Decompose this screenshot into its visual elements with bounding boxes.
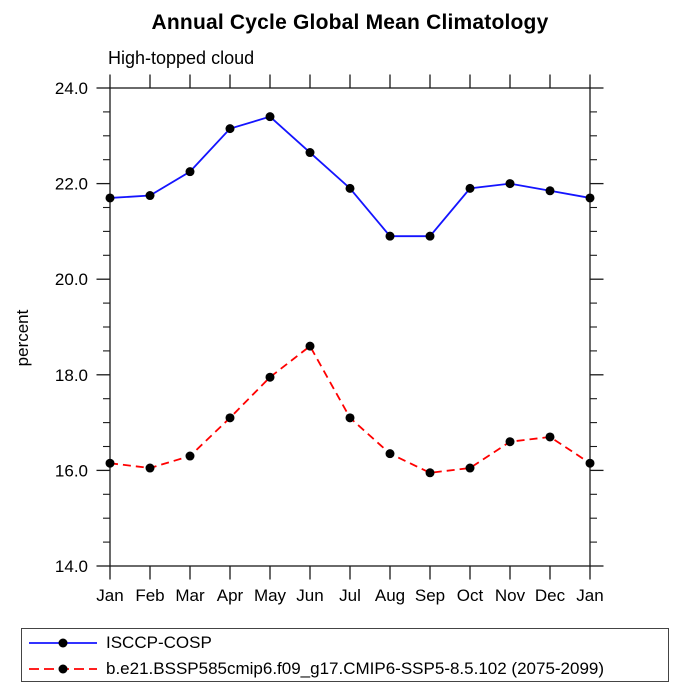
x-tick-label: Nov: [495, 586, 526, 605]
legend-marker-dot-icon: [58, 664, 68, 674]
data-point-marker: [305, 341, 315, 351]
x-tick-label: Jan: [576, 586, 603, 605]
data-point-marker: [265, 372, 275, 382]
legend-sample-solid-blue-line: [29, 638, 97, 648]
x-tick-label: Jan: [96, 586, 123, 605]
data-point-marker: [425, 468, 435, 478]
legend-label: ISCCP-COSP: [106, 633, 212, 652]
data-point-marker: [545, 432, 555, 442]
data-point-marker: [585, 458, 595, 468]
x-tick-label: Jul: [339, 586, 361, 605]
x-tick-label: Mar: [175, 586, 205, 605]
x-tick-label: Aug: [375, 586, 405, 605]
x-tick-label: May: [254, 586, 287, 605]
data-point-marker: [265, 112, 275, 122]
data-point-marker: [105, 193, 115, 203]
chart-title: Annual Cycle Global Mean Climatology: [151, 11, 549, 34]
data-point-marker: [305, 148, 315, 158]
data-point-marker: [425, 231, 435, 241]
data-point-marker: [465, 183, 475, 193]
data-point-marker: [505, 437, 515, 447]
data-point-marker: [105, 458, 115, 468]
legend-sample-dashed-red-line: [29, 664, 97, 674]
data-point-marker: [145, 191, 155, 201]
data-point-marker: [345, 183, 355, 193]
y-tick-label: 16.0: [55, 461, 88, 480]
legend: ISCCP-COSP b.e21.BSSP585cmip6.f09_g17.CM…: [21, 628, 669, 682]
y-tick-label: 24.0: [55, 79, 88, 98]
data-point-marker: [465, 463, 475, 473]
legend-entry-model: b.e21.BSSP585cmip6.f09_g17.CMIP6-SSP5-8.…: [22, 656, 668, 682]
x-tick-label: Jun: [296, 586, 323, 605]
chart-subtitle: High-topped cloud: [108, 48, 255, 68]
data-point-marker: [225, 124, 235, 134]
data-point-marker: [545, 186, 555, 196]
x-tick-label: Sep: [415, 586, 445, 605]
data-point-marker: [185, 167, 195, 177]
x-tick-label: Oct: [457, 586, 484, 605]
legend-entry-isccp-cosp: ISCCP-COSP: [22, 630, 668, 656]
y-axis-title: percent: [13, 309, 32, 366]
plot-frame: [109, 87, 591, 567]
data-point-marker: [505, 179, 515, 189]
y-tick-label: 14.0: [55, 557, 88, 576]
legend-marker-dot-icon: [58, 638, 68, 648]
x-tick-label: Feb: [135, 586, 164, 605]
data-point-marker: [585, 193, 595, 203]
data-point-marker: [225, 413, 235, 423]
legend-label: b.e21.BSSP585cmip6.f09_g17.CMIP6-SSP5-8.…: [106, 659, 605, 678]
data-point-marker: [385, 449, 395, 459]
series-line-1: [109, 344, 591, 474]
y-tick-label: 20.0: [55, 270, 88, 289]
data-point-marker: [145, 463, 155, 473]
plot-generated-content: 14.0 16.0 18.0 20.0 22.0 24.0 Jan Feb Mar Apr May J…: [55, 74, 604, 605]
data-point-marker: [185, 451, 195, 461]
series-line-0: [109, 115, 591, 238]
x-tick-label: Dec: [535, 586, 566, 605]
x-tick-label: Apr: [217, 586, 244, 605]
data-point-marker: [345, 413, 355, 423]
data-point-marker: [385, 231, 395, 241]
y-tick-label: 18.0: [55, 366, 88, 385]
y-tick-label: 22.0: [55, 175, 88, 194]
